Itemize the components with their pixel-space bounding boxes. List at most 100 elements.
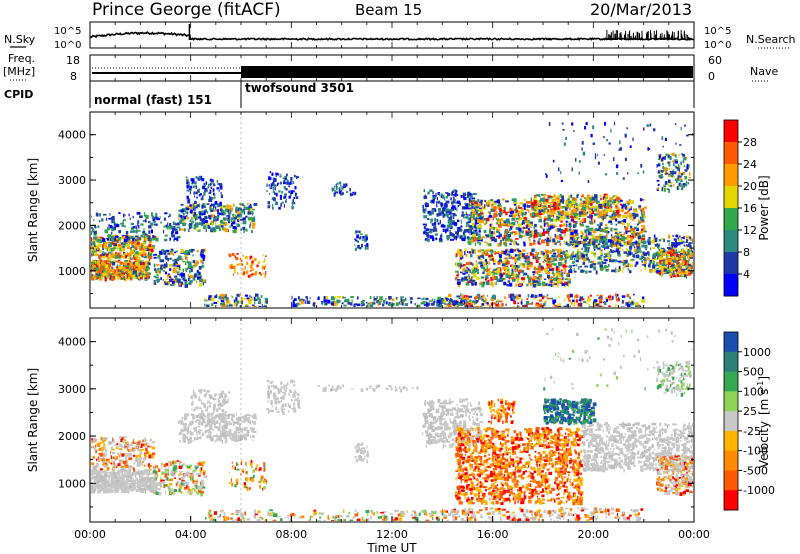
power-echo (155, 212, 158, 217)
power-echo (135, 256, 138, 261)
power-echo (633, 228, 636, 232)
power-echo (440, 205, 443, 208)
power-echo (282, 181, 286, 185)
power-echo (111, 231, 113, 235)
power-echo (499, 255, 502, 260)
power-echo (535, 268, 539, 270)
power-echo (154, 276, 159, 279)
power-echo (490, 267, 492, 270)
power-echo (200, 193, 202, 196)
power-echo (241, 268, 244, 271)
power-echo (572, 229, 574, 233)
power-echo (607, 220, 610, 224)
power-echo (162, 252, 164, 255)
power-echo (546, 240, 549, 244)
power-echo (561, 278, 563, 283)
power-echo (462, 256, 464, 259)
power-echo (246, 206, 251, 211)
power-echo (465, 211, 467, 215)
power-echo (640, 216, 644, 221)
power-echo (557, 215, 561, 217)
power-echo (426, 234, 430, 238)
power-echo (239, 258, 242, 261)
power-echo (108, 268, 112, 273)
power-echo (599, 267, 604, 271)
power-echo (480, 213, 482, 216)
power-echo (644, 263, 646, 268)
power-echo (560, 273, 564, 277)
power-echo (559, 216, 563, 220)
power-echo (91, 250, 96, 253)
freq-label-2: [MHz] (3, 65, 35, 78)
power-echo (522, 281, 525, 283)
power-echo (567, 221, 570, 224)
power-echo (665, 188, 668, 190)
power-echo (568, 200, 572, 202)
power-echo (463, 216, 467, 219)
power-echo (142, 269, 145, 273)
power-echo (676, 274, 679, 278)
power-echo (585, 199, 589, 203)
power-echo (148, 225, 152, 229)
power-echo (537, 199, 541, 203)
power-echo (684, 260, 687, 264)
power-echo (450, 221, 454, 225)
power-echo (434, 197, 437, 199)
power-echo (677, 265, 681, 268)
power-echo (661, 187, 664, 191)
power-echo (536, 278, 540, 280)
power-echo (673, 262, 675, 265)
power-echo (177, 255, 181, 258)
power-echo (513, 198, 517, 202)
power-echo (564, 251, 568, 254)
power-echo (150, 222, 154, 226)
power-echo (446, 204, 448, 208)
power-echo (104, 242, 108, 245)
power-echo (107, 234, 111, 238)
power-echo (290, 177, 293, 181)
power-echo (128, 252, 132, 256)
power-echo (195, 176, 198, 179)
power-echo (464, 276, 469, 280)
power-echo (275, 172, 278, 176)
power-echo (514, 259, 518, 263)
power-echo (625, 206, 629, 210)
power-echo (347, 298, 350, 303)
power-echo (626, 200, 630, 204)
power-echo (313, 303, 316, 307)
power-echo (474, 225, 477, 230)
power-echo (142, 254, 145, 257)
power-echo (217, 216, 220, 219)
power-echo (514, 208, 518, 212)
power-echo (117, 259, 120, 262)
power-echo (597, 247, 601, 250)
power-echo (486, 273, 489, 276)
power-echo (487, 279, 490, 284)
power-echo (548, 232, 550, 236)
power-echo (240, 209, 245, 213)
power-echo (584, 236, 586, 239)
power-echo (568, 265, 570, 268)
power-echo (445, 192, 449, 194)
power-echo (92, 265, 96, 268)
power-echo (472, 249, 475, 251)
power-echo (281, 190, 283, 194)
power-echo (520, 253, 524, 257)
power-echo (427, 210, 431, 214)
power-echo (179, 282, 181, 286)
power-echo (584, 265, 589, 268)
power-echo (168, 215, 170, 218)
power-echo (667, 183, 670, 187)
power-echo (110, 217, 115, 220)
power-echo (606, 234, 608, 238)
power-echo (186, 207, 189, 210)
power-echo (508, 234, 511, 238)
power-echo (207, 224, 210, 229)
power-echo (617, 269, 620, 273)
power-echo (470, 282, 474, 285)
power-echo (526, 232, 530, 235)
power-echo (620, 209, 624, 213)
power-echo (689, 252, 691, 255)
power-echo (477, 236, 481, 240)
power-echo (168, 278, 173, 283)
